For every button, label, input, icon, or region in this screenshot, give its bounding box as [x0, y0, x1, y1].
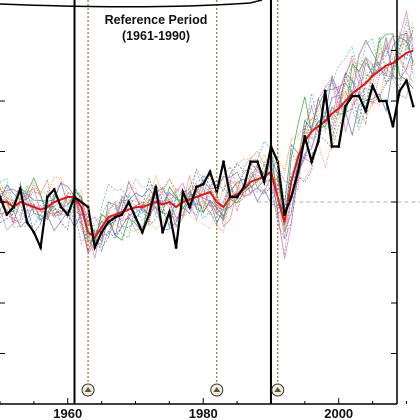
ensemble-member-line: [0, 26, 414, 253]
observed-point: [384, 99, 388, 103]
observed-point: [411, 104, 415, 108]
observed-point: [32, 230, 36, 234]
observed-point: [167, 210, 171, 214]
observed-point: [377, 99, 381, 103]
observed-point: [405, 79, 408, 83]
ensemble-member-line: [0, 59, 414, 244]
observed-point: [46, 195, 49, 199]
observed-point: [93, 246, 97, 249]
observed-point: [371, 84, 374, 88]
observed-point: [364, 109, 368, 113]
observed-point: [86, 205, 90, 209]
axes-layer: AgECPi: [0, 0, 420, 405]
ensemble-member-line: [0, 20, 414, 242]
observed-point: [106, 220, 110, 224]
observed-line: [0, 78, 415, 252]
observed-point: [140, 230, 144, 234]
observed-point: [120, 213, 124, 217]
observed-point: [289, 195, 293, 199]
ensemble-member-line: [0, 36, 414, 255]
observed-point: [181, 190, 185, 194]
observed-point: [208, 170, 212, 174]
observed-point: [59, 205, 63, 209]
observed-point: [154, 185, 158, 189]
volcano-icon: [274, 387, 282, 392]
observed-point: [357, 94, 361, 98]
observed-point: [0, 195, 2, 199]
x-tick-label: 2000: [324, 406, 353, 420]
observed-point: [161, 230, 164, 234]
x-tick-labels: 1960 1980 2000: [53, 406, 353, 420]
observed-point: [398, 89, 402, 93]
observed-point: [113, 215, 117, 219]
observed-point: [127, 200, 131, 204]
ensemble-member-line: [0, 57, 414, 234]
observed-point: [249, 160, 253, 164]
observed-point: [174, 246, 178, 249]
observed-point: [66, 213, 70, 217]
observed-point: [235, 195, 239, 199]
observed-point: [303, 134, 307, 138]
reference-period-title: Reference Period: [105, 13, 208, 27]
observed-point: [316, 140, 320, 143]
volcano-icon: [213, 387, 221, 392]
observed-point: [256, 160, 259, 164]
x-tick-label: 1980: [189, 406, 218, 420]
observed-point: [12, 205, 15, 209]
observed-point: [79, 200, 83, 204]
model-mean-line: [0, 49, 414, 239]
observed-point: [323, 89, 327, 93]
observed-point: [25, 220, 29, 224]
observed-point: [201, 182, 205, 186]
observed-point: [310, 160, 314, 164]
observed-point: [222, 160, 225, 164]
observed-point: [283, 213, 286, 217]
observed-point: [337, 145, 341, 148]
ensemble-member-line: [0, 29, 414, 255]
observed-point: [134, 215, 137, 219]
observed-point: [262, 180, 266, 184]
observed-point: [242, 185, 246, 189]
observed-point: [100, 230, 104, 234]
callout-line: [0, 0, 263, 8]
observed-point: [147, 213, 151, 217]
observed-point: [350, 94, 354, 98]
observed-point: [330, 145, 334, 148]
observed-point: [18, 187, 22, 191]
observed-point: [5, 213, 9, 217]
volcano-icon: [84, 387, 92, 392]
observed-point: [228, 195, 232, 199]
observed-point: [195, 185, 198, 189]
observed-point: [215, 190, 219, 194]
observed-point: [344, 104, 347, 108]
observed-point: [296, 170, 300, 174]
reference-period-years: (1961-1990): [122, 29, 190, 43]
observed-point: [39, 246, 43, 249]
plot-area: [0, 10, 415, 260]
x-tick-label: 1960: [53, 406, 82, 420]
observed-point: [52, 187, 56, 191]
observed-point: [391, 124, 395, 128]
observed-point: [188, 205, 192, 209]
